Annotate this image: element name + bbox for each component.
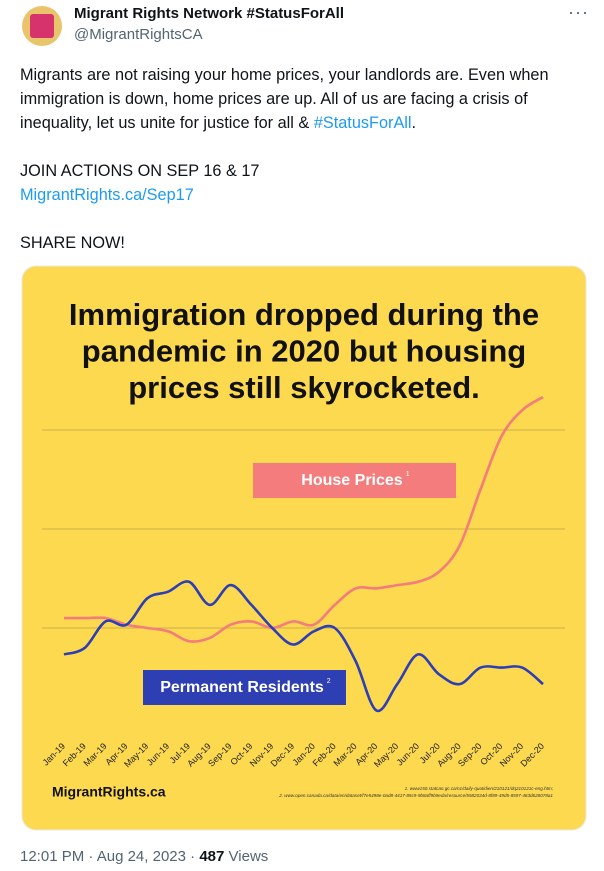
text: JOIN ACTIONS ON SEP 16 & 17 xyxy=(20,162,260,180)
paragraph: JOIN ACTIONS ON SEP 16 & 17 MigrantRights… xyxy=(20,159,590,207)
legend-note: 2 xyxy=(327,678,331,685)
line xyxy=(63,580,544,713)
display-name[interactable]: Migrant Rights Network #StatusForAll xyxy=(74,5,345,22)
paragraph: Migrants are not raising your home price… xyxy=(20,63,590,135)
text: Migrants are not raising your home price… xyxy=(20,66,549,132)
time: 12:01 PM xyxy=(20,848,85,865)
legend-note: 1 xyxy=(406,471,410,478)
chart-title: pandemic in 2020 but housing xyxy=(82,334,526,369)
chart-title: prices still skyrocketed. xyxy=(128,370,480,405)
more-button[interactable]: ··· xyxy=(568,2,589,22)
link[interactable]: MigrantRights.ca/Sep17 xyxy=(20,186,194,204)
avatar[interactable] xyxy=(22,6,62,46)
paragraph: SHARE NOW! xyxy=(20,231,590,255)
tweet-footer: 12:01 PM · Aug 24, 2023 · 487 Views xyxy=(20,848,269,865)
legend-box xyxy=(143,670,346,705)
chart-title: Immigration dropped during the xyxy=(69,297,539,332)
brand: MigrantRights.ca xyxy=(52,784,166,800)
footnote: 2. www.open.canada.ca/data/en/dataset/f7… xyxy=(278,793,553,798)
text: . xyxy=(411,114,417,132)
legend-box xyxy=(253,463,456,498)
views-label: Views xyxy=(228,848,269,865)
views: 487 xyxy=(199,848,225,865)
footnote: 1. www150.statcan.gc.ca/n1/daily-quotidi… xyxy=(405,786,554,791)
hashtag[interactable]: #StatusForAll xyxy=(313,114,412,132)
legend-label: House Prices xyxy=(301,472,402,489)
tweet-text: Migrants are not raising your home price… xyxy=(20,63,590,279)
date: Aug 24, 2023 xyxy=(96,848,186,865)
text: SHARE NOW! xyxy=(20,234,125,252)
handle[interactable]: @MigrantRightsCA xyxy=(74,26,203,43)
line xyxy=(64,395,544,643)
legend-label: Permanent Residents xyxy=(160,679,324,696)
